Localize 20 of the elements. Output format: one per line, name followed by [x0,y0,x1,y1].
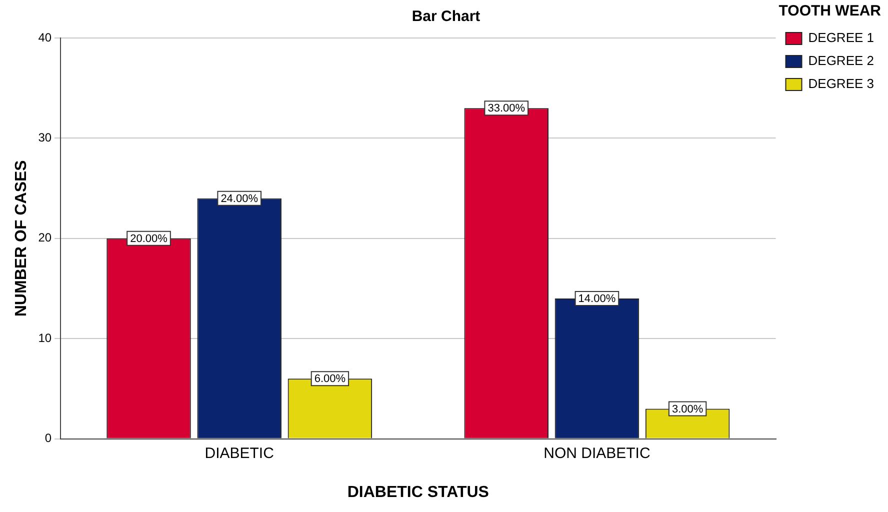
data-label: 33.00% [488,102,526,115]
data-label: 14.00% [578,293,616,306]
data-label: 3.00% [672,403,704,416]
y-tick-label: 10 [38,330,52,345]
y-tick-label: 0 [44,431,52,446]
data-label: 6.00% [314,373,346,386]
legend-label: DEGREE 2 [808,53,874,68]
x-tick-label: NON DIABETIC [544,444,650,462]
legend-label: DEGREE 1 [808,30,874,46]
chart-title: Bar Chart [412,8,480,26]
y-axis-title: NUMBER OF CASES [13,160,30,317]
x-axis-title: DIABETIC STATUS [347,484,490,501]
legend-title: TOOTH WEAR [778,2,882,20]
y-tick-label: 20 [38,230,52,245]
data-label: 20.00% [130,232,168,245]
legend-label: DEGREE 3 [808,76,874,92]
y-tick-label: 40 [38,30,52,44]
data-label: 24.00% [220,192,258,205]
x-tick-label: DIABETIC [204,444,274,462]
y-tick-label: 30 [38,130,52,145]
